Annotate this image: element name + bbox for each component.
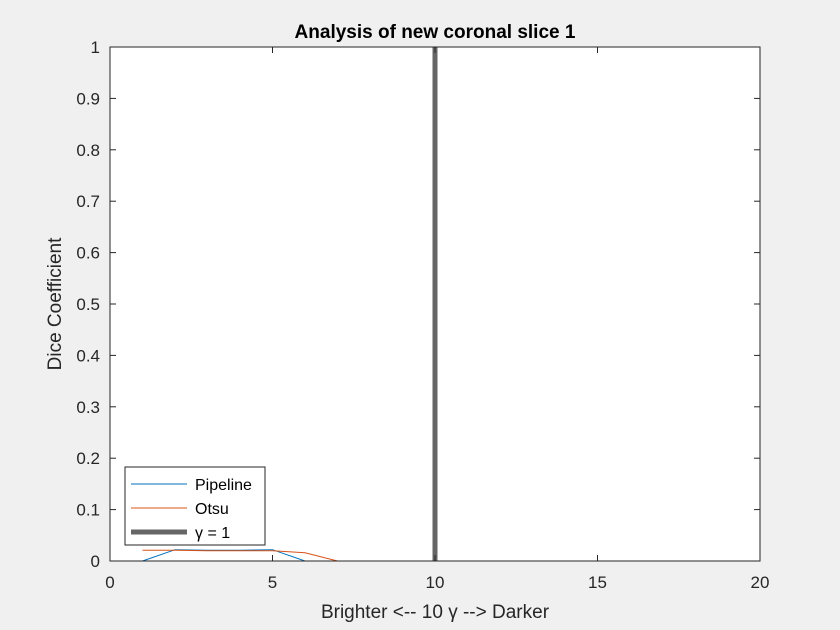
legend-label: Pipeline [195,477,252,494]
y-tick-label: 0.3 [76,398,100,417]
y-axis-title: Dice Coefficient [45,237,66,370]
x-tick-label: 15 [588,573,607,592]
y-tick-label: 0.2 [76,449,100,468]
y-tick-label: 0.9 [76,89,100,108]
legend-label: Otsu [195,501,229,518]
y-tick-label: 0.7 [76,192,100,211]
axes-layer: 0 5 10 15 20 0 0.1 0.2 0.3 0.4 0.5 0.6 0.7 0.8 0.9 1 [76,38,769,592]
y-tick-label: 0.4 [76,346,100,365]
x-tick-label: 0 [105,573,114,592]
y-tick-label: 0.8 [76,141,100,160]
chart-title: Analysis of new coronal slice 1 [295,22,576,43]
y-tick-label: 0.6 [76,244,100,263]
legend: Pipeline Otsu γ = 1 [124,466,266,546]
x-tick-label: 5 [268,573,277,592]
y-tick-label: 0.1 [76,501,100,520]
x-axis-title: Brighter <-- 10 γ --> Darker [321,602,550,623]
legend-label: γ = 1 [195,525,230,542]
x-tick-label: 10 [426,573,445,592]
y-tick-label: 0.5 [76,295,100,314]
y-tick-label: 1 [91,38,100,57]
x-tick-label: 20 [751,573,770,592]
y-tick-label: 0 [91,552,100,571]
